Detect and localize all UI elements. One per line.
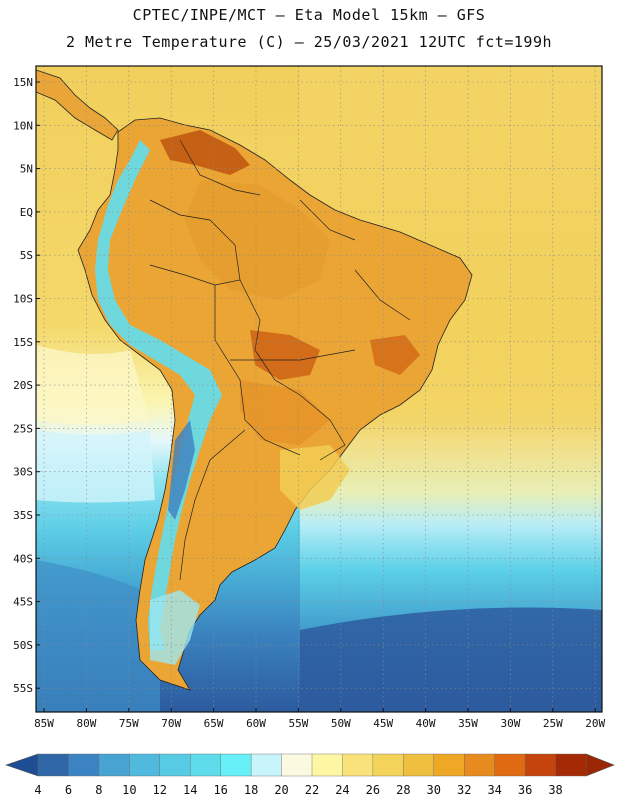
- colorbar-swatch: [433, 753, 465, 777]
- lat-label: 15S: [13, 336, 33, 349]
- lat-label: 50S: [13, 639, 33, 652]
- lat-label: 35S: [13, 509, 33, 522]
- colorbar-label: 8: [95, 783, 102, 797]
- colorbar: 4 6 8 10 12 14 16 18 20 22 24 26 28 30 32 34 36 38: [5, 753, 615, 797]
- lon-label: 40W: [416, 717, 436, 730]
- colorbar-label: 12: [153, 783, 167, 797]
- colorbar-swatch: [250, 753, 283, 777]
- lon-label: 75W: [119, 717, 139, 730]
- colorbar-swatch: [190, 753, 222, 777]
- colorbar-label: 20: [274, 783, 288, 797]
- lat-label: 10S: [13, 293, 33, 306]
- lon-label: 65W: [204, 717, 224, 730]
- lon-label: 35W: [458, 717, 478, 730]
- latitude-labels: 15N 10N 5N EQ 5S 10S 15S 20S 25S 30S 35S 40S 45S 50S 5…: [13, 76, 40, 695]
- colorbar-swatch: [311, 753, 343, 777]
- country-borders: [149, 139, 411, 581]
- colorbar-label: 38: [548, 783, 562, 797]
- colorbar-swatch: [464, 753, 496, 777]
- colorbar-label: 34: [487, 783, 501, 797]
- lon-label: 60W: [246, 717, 266, 730]
- colorbar-swatch: [494, 753, 526, 777]
- lon-label: 20W: [585, 717, 605, 730]
- colorbar-label: 4: [34, 783, 41, 797]
- colorbar-swatch: [220, 753, 252, 777]
- colorbar-low-arrow: [5, 753, 39, 777]
- colorbar-label: 28: [396, 783, 410, 797]
- colorbar-label: 32: [457, 783, 471, 797]
- colorbar-label: 16: [213, 783, 227, 797]
- lat-label: 45S: [13, 596, 33, 609]
- lat-label: 40S: [13, 552, 33, 565]
- colorbar-label: 14: [183, 783, 197, 797]
- lat-label: 5N: [20, 163, 33, 176]
- colorbar-high-arrow: [585, 753, 615, 777]
- colorbar-swatch: [555, 753, 587, 777]
- colorbar-label: 24: [335, 783, 349, 797]
- colorbar-swatch: [159, 753, 191, 777]
- colorbar-swatch: [342, 753, 374, 777]
- lat-label: EQ: [20, 206, 33, 219]
- colorbar-label: 22: [305, 783, 319, 797]
- colorbar-label: 18: [244, 783, 258, 797]
- colorbar-swatch: [281, 753, 313, 777]
- lon-label: 25W: [543, 717, 563, 730]
- map-frame: [35, 65, 603, 713]
- lat-label: 30S: [13, 466, 33, 479]
- longitude-labels: 85W 80W 75W 70W 65W 60W 55W 50W 45W 40W 35W 30W 25W 2…: [34, 708, 606, 730]
- lon-label: 50W: [331, 717, 351, 730]
- lat-label: 10N: [13, 119, 33, 132]
- colorbar-label: 36: [518, 783, 532, 797]
- map-title-line2: 2 Metre Temperature (C) – 25/03/2021 12U…: [65, 33, 553, 51]
- temperature-map: 15N 10N 5N EQ 5S 10S 15S 20S 25S 30S 35S 40S 45S 50S 5…: [13, 65, 606, 730]
- colorbar-label: 26: [366, 783, 380, 797]
- colorbar-swatch: [98, 753, 130, 777]
- colorbar-swatch: [129, 753, 161, 777]
- colorbar-swatch: [524, 753, 557, 777]
- lat-label: 5S: [20, 249, 33, 262]
- colorbar-swatch: [37, 753, 69, 777]
- lon-label: 45W: [373, 717, 393, 730]
- colorbar-label: 6: [65, 783, 72, 797]
- lon-label: 55W: [288, 717, 308, 730]
- lat-label: 20S: [13, 379, 33, 392]
- lon-label: 80W: [76, 717, 96, 730]
- lon-label: 70W: [161, 717, 181, 730]
- andes-cold-strip: [95, 140, 222, 650]
- colorbar-label: 30: [427, 783, 441, 797]
- colorbar-label: 10: [122, 783, 136, 797]
- lat-label: 15N: [13, 76, 33, 89]
- lat-label: 55S: [13, 682, 33, 695]
- central-america-land: [36, 69, 119, 141]
- lon-label: 85W: [34, 717, 54, 730]
- colorbar-swatch: [68, 753, 100, 777]
- map-title-line1: CPTEC/INPE/MCT – Eta Model 15km – GFS: [132, 6, 486, 24]
- lat-label: 25S: [13, 422, 33, 435]
- colorbar-swatch: [403, 753, 435, 777]
- lon-label: 30W: [500, 717, 520, 730]
- colorbar-swatch: [372, 753, 404, 777]
